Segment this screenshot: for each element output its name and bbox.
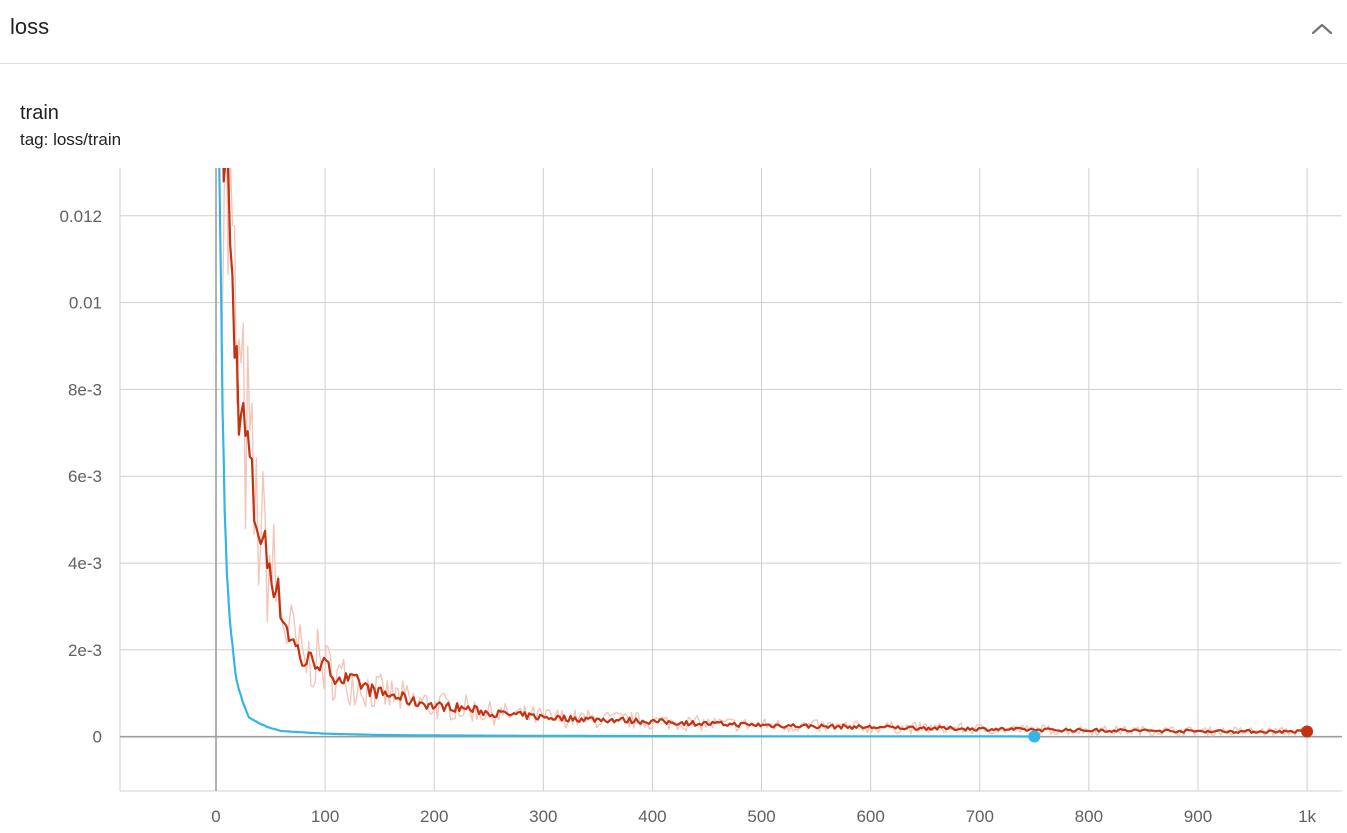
chart-axes: [120, 168, 1342, 791]
y-tick-label: 8e-3: [68, 380, 102, 399]
x-tick-label: 800: [1075, 807, 1103, 826]
series-end-marker: [1028, 730, 1041, 743]
y-tick-label: 0: [93, 728, 102, 747]
y-tick-label: 0.01: [69, 294, 102, 313]
x-tick-label: 1k: [1298, 807, 1316, 826]
series-line: [222, 168, 1307, 735]
card-tag: tag: loss/train: [20, 130, 122, 149]
y-tick-label: 2e-3: [68, 641, 102, 660]
chart-grid: [119, 168, 1342, 792]
x-tick-label: 700: [966, 807, 994, 826]
y-tick-label: 0.012: [59, 207, 102, 226]
chart-series: [218, 168, 1307, 738]
y-tick-label: 4e-3: [68, 554, 102, 573]
series-line: [218, 168, 1035, 738]
x-tick-label: 300: [529, 807, 557, 826]
x-tick-label: 400: [638, 807, 666, 826]
section-title: loss: [10, 14, 50, 39]
x-tick-label: 600: [856, 807, 884, 826]
x-tick-label: 0: [211, 807, 220, 826]
x-tick-label: 900: [1184, 807, 1212, 826]
section-header: loss: [0, 0, 1347, 64]
collapse-button[interactable]: [1307, 14, 1337, 44]
x-tick-label: 200: [420, 807, 448, 826]
y-tick-label: 6e-3: [68, 467, 102, 486]
chart-tick-labels: 0 100 200 300 400 500 600 700 800 900 1k 0 2e-3 4e-3 6…: [59, 207, 1316, 826]
series-raw-line: [220, 168, 1307, 737]
chevron-up-icon: [1311, 23, 1333, 35]
x-tick-label: 500: [747, 807, 775, 826]
x-tick-label: 100: [311, 807, 339, 826]
series-end-marker: [1301, 725, 1314, 738]
chart-markers: [1028, 725, 1314, 743]
card-title: train: [20, 102, 59, 124]
